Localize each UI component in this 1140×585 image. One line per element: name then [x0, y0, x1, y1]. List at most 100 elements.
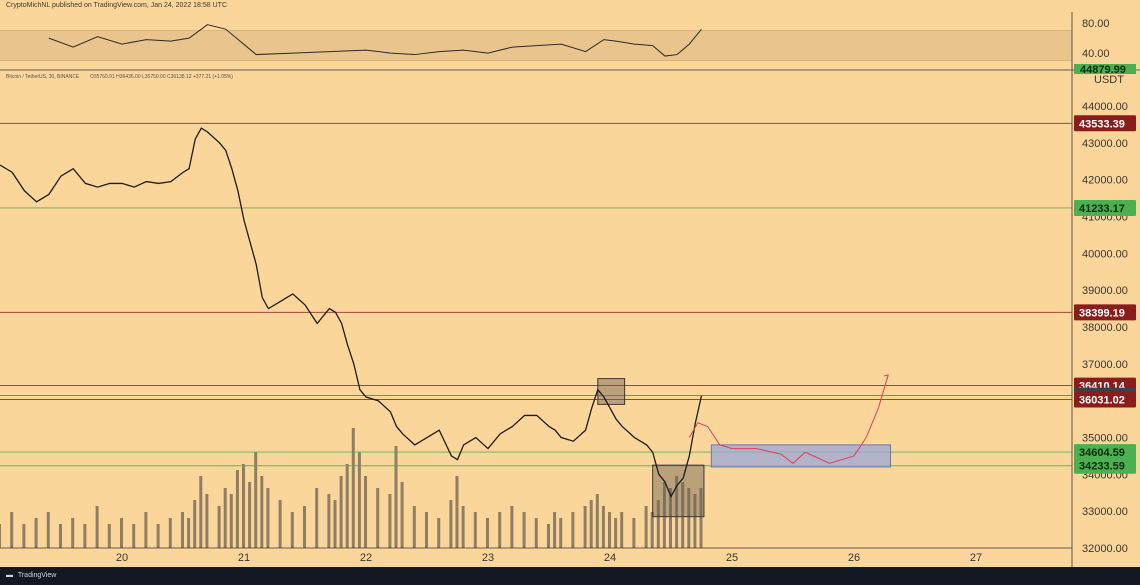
- volume-bar: [156, 524, 160, 548]
- volume-bar: [248, 482, 252, 548]
- price-axis: 80.0040.0044000.0043000.0042000.0041000.…: [0, 12, 1136, 567]
- volume-bar: [95, 506, 99, 548]
- level-tag: [1074, 444, 1136, 461]
- price-line: [0, 127, 703, 498]
- time-tick-label: 21: [238, 552, 250, 564]
- price-tick-label: 42000.00: [1082, 175, 1128, 187]
- rsi-line: [48, 24, 702, 57]
- volume-bar: [71, 518, 75, 548]
- volume-bar: [510, 506, 514, 548]
- price-tick-label: 44000.00: [1082, 101, 1128, 113]
- level-tag-label: 34233.59: [1079, 461, 1125, 473]
- volume-bar: [559, 518, 563, 548]
- volume-bar: [345, 464, 349, 548]
- level-tag: [1074, 199, 1136, 216]
- price-tick-label: 39000.00: [1082, 285, 1128, 297]
- price-chart[interactable]: 80.0040.0044000.0043000.0042000.0041000.…: [0, 0, 1140, 567]
- price-tick-label: 38000.00: [1082, 322, 1128, 334]
- volume-bar: [681, 482, 685, 548]
- footer-brand: TradingView: [17, 572, 57, 579]
- volume-bar: [687, 488, 691, 548]
- volume-bar: [187, 518, 191, 548]
- level-tag-label: 36031.02: [1079, 395, 1125, 407]
- volume-bar: [223, 488, 227, 548]
- time-tick-label: 27: [970, 552, 982, 564]
- volume-bar: [83, 524, 87, 548]
- volume-bar: [339, 476, 343, 548]
- axis-unit-label: USDT: [1094, 74, 1124, 86]
- volume-bar: [351, 428, 355, 548]
- volume-bar: [595, 494, 599, 548]
- volume-bar: [59, 524, 62, 548]
- volume-bar: [699, 488, 703, 548]
- highlight-box: [597, 378, 626, 405]
- time-tick-label: 24: [604, 552, 616, 564]
- symbol-info: Bitcoin / TetherUS, 30, BINANCE: [6, 74, 80, 80]
- volume-bar: [620, 512, 624, 548]
- rsi-tick-label: 80.00: [1082, 18, 1110, 30]
- volume-bar: [327, 494, 331, 548]
- forecast-arrow-icon: [884, 374, 889, 380]
- price-tick-label: 43000.00: [1082, 138, 1128, 150]
- volume-bar: [120, 518, 123, 548]
- publish-info: CryptoMichNL published on TradingView.co…: [6, 2, 228, 9]
- volume-bar: [217, 506, 221, 548]
- tradingview-logo-icon: ▬: [6, 572, 13, 579]
- volume-bar: [315, 488, 319, 548]
- volume-bar: [522, 512, 526, 548]
- rsi-pane: [0, 24, 1140, 71]
- level-tag-label: 34604.59: [1079, 447, 1125, 459]
- ohlc-info: O35760.91 H36436.00 L35750.00 C36138.12 …: [90, 74, 233, 80]
- volume-bar: [461, 506, 465, 548]
- volume-bar: [650, 512, 654, 548]
- volume-bar: [589, 500, 593, 548]
- price-tick-label: 32000.00: [1082, 543, 1128, 555]
- volume-bar: [278, 500, 282, 548]
- volume-bar: [254, 452, 258, 548]
- volume-bar: [364, 476, 367, 548]
- volume-bar: [388, 494, 392, 548]
- time-tick-label: 20: [116, 552, 128, 564]
- volume-bar: [693, 494, 697, 548]
- volume-bar: [333, 500, 337, 548]
- level-tag: [1074, 457, 1136, 474]
- highlight-box: [652, 464, 705, 518]
- forecast-path: [688, 374, 889, 464]
- volume-bar: [34, 518, 38, 548]
- volume-bar: [303, 506, 306, 548]
- volume-bar: [205, 494, 209, 548]
- volume-bar: [608, 512, 611, 548]
- volume-bar: [473, 512, 477, 548]
- time-tick-label: 26: [848, 552, 860, 564]
- volume-bar: [46, 512, 50, 548]
- volume-bar: [614, 518, 618, 548]
- volume-bar: [553, 512, 557, 548]
- volume-bar: [168, 518, 172, 548]
- level-tag: [1074, 304, 1136, 321]
- level-tag-label: 41233.17: [1079, 203, 1125, 215]
- price-tick-label: 35000.00: [1082, 433, 1128, 445]
- price-tick-label: 40000.00: [1082, 248, 1128, 260]
- volume-bar: [107, 524, 111, 548]
- volume-bar: [229, 494, 233, 548]
- volume-bar: [376, 488, 380, 548]
- volume-bar: [583, 506, 587, 548]
- price-tick-label: 33000.00: [1082, 506, 1128, 518]
- volume-bar: [235, 470, 239, 548]
- volume-bar: [632, 518, 636, 548]
- volume-bar: [0, 524, 1, 548]
- footer-bar: ▬ TradingView: [0, 567, 1140, 585]
- volume-bar: [400, 482, 404, 548]
- volume-bar: [675, 476, 679, 548]
- time-tick-label: 25: [726, 552, 738, 564]
- volume-bar: [571, 512, 575, 548]
- volume-bar: [22, 524, 26, 548]
- volume-bar: [449, 500, 453, 548]
- volume-bar: [656, 500, 660, 548]
- volume-bar: [260, 476, 264, 548]
- top-clipped-tag: [1074, 64, 1136, 74]
- volume-bar: [181, 512, 184, 548]
- level-tag-label: 43533.39: [1079, 118, 1125, 130]
- volume-bar: [662, 482, 666, 548]
